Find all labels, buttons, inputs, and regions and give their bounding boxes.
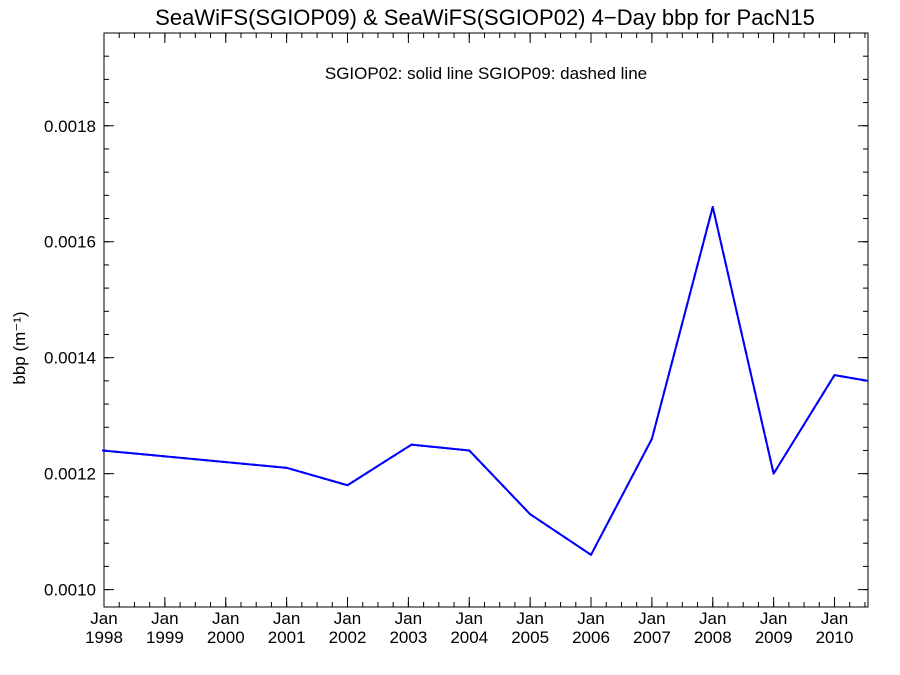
x-tick-month-label: Jan [638,609,665,628]
x-tick-year-label: 2006 [572,628,610,647]
x-tick-year-label: 2004 [450,628,488,647]
x-tick-month-label: Jan [821,609,848,628]
y-tick-label: 0.0018 [44,117,96,136]
series-lines [102,205,869,556]
x-tick-month-label: Jan [577,609,604,628]
chart-title: SeaWiFS(SGIOP09) & SeaWiFS(SGIOP02) 4−Da… [155,5,815,30]
y-tick-label: 0.0012 [44,465,96,484]
y-tick-label: 0.0014 [44,349,96,368]
plot-frame [103,32,869,608]
x-axis-ticks: Jan1998Jan1999Jan2000Jan2001Jan2002Jan20… [85,33,866,647]
x-tick-year-label: 2009 [755,628,793,647]
x-tick-month-label: Jan [90,609,117,628]
x-tick-year-label: 2008 [694,628,732,647]
plot-frame-rect [103,32,869,608]
x-tick-year-label: 2005 [511,628,549,647]
y-tick-label: 0.0010 [44,581,96,600]
x-tick-year-label: 2002 [329,628,367,647]
x-tick-month-label: Jan [395,609,422,628]
y-axis-label: bbp (m⁻¹) [10,311,29,384]
y-tick-label: 0.0016 [44,233,96,252]
sgiop02-solid-line [102,205,869,556]
x-tick-month-label: Jan [760,609,787,628]
x-tick-year-label: 2010 [816,628,854,647]
x-tick-year-label: 2000 [207,628,245,647]
x-tick-month-label: Jan [516,609,543,628]
x-tick-year-label: 2003 [389,628,427,647]
x-tick-year-label: 1999 [146,628,184,647]
x-tick-month-label: Jan [273,609,300,628]
sgiop09-dashed-line [102,205,869,556]
x-tick-year-label: 1998 [85,628,123,647]
x-tick-month-label: Jan [456,609,483,628]
x-tick-month-label: Jan [212,609,239,628]
y-axis-ticks: 0.0010 0.0012 0.0014 0.0016 0.0018 [44,55,868,600]
x-tick-month-label: Jan [334,609,361,628]
x-tick-month-label: Jan [151,609,178,628]
x-tick-month-label: Jan [699,609,726,628]
x-tick-year-label: 2001 [268,628,306,647]
line-style-annotation: SGIOP02: solid line SGIOP09: dashed line [325,64,647,83]
x-tick-year-label: 2007 [633,628,671,647]
